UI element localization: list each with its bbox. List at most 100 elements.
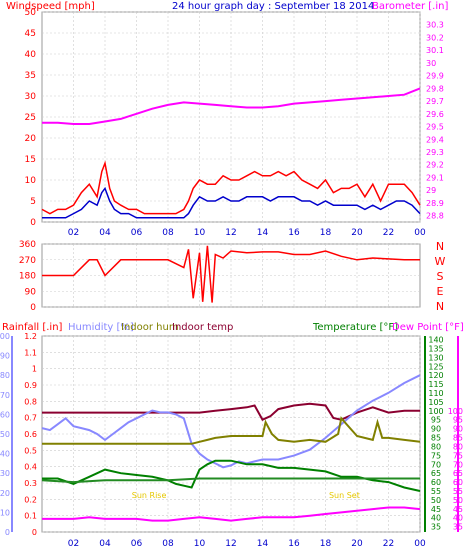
dewpoint-tick-label: 80 bbox=[453, 442, 463, 451]
barometer-tick-label: 29.8 bbox=[426, 84, 444, 93]
barometer-tick-label: 29.6 bbox=[426, 110, 444, 119]
windspeed-ticks: 0 5 10 15 20 25 30 35 40 45 50 bbox=[25, 8, 37, 228]
series-line-rainfall bbox=[42, 506, 421, 522]
x-tick-label: 06 bbox=[131, 228, 143, 238]
bottom-panel-grid bbox=[11, 335, 459, 533]
series-line-wind-direction bbox=[42, 245, 420, 303]
temperature-tick-label: 75 bbox=[431, 451, 441, 460]
dewpoint-tick-label: 100 bbox=[448, 407, 463, 416]
x-tick-label: 16 bbox=[288, 539, 300, 549]
temperature-tick-label: 80 bbox=[431, 442, 441, 451]
compass-label: N bbox=[436, 300, 444, 313]
barometer-axis-label: Barometer [.in] bbox=[372, 1, 448, 12]
humidity-tick-label: 20 bbox=[0, 489, 10, 498]
x-tick-label: 10 bbox=[194, 228, 206, 238]
humidity-tick-label: 80 bbox=[0, 371, 10, 380]
direction-tick-label: 180 bbox=[19, 272, 36, 282]
windspeed-tick-label: 30 bbox=[25, 92, 37, 102]
rain-tick-label: 0.7 bbox=[24, 414, 37, 423]
bottom-x-ticks: 02 04 06 08 10 12 14 16 18 20 22 00 bbox=[68, 539, 426, 549]
rainfall-axis-label: Rainfall [.in] bbox=[2, 322, 63, 333]
x-tick-label: 22 bbox=[383, 228, 394, 238]
compass-label: E bbox=[437, 285, 444, 298]
dewpoint-tick-label: 95 bbox=[453, 416, 463, 425]
humidity-tick-label: 60 bbox=[0, 410, 10, 419]
humidity-tick-label: 40 bbox=[0, 450, 10, 459]
barometer-tick-label: 30 bbox=[426, 59, 436, 68]
dewpoint-tick-label: 55 bbox=[453, 487, 463, 496]
barometer-tick-label: 29.9 bbox=[426, 72, 444, 81]
barometer-tick-label: 29.3 bbox=[426, 148, 444, 157]
direction-tick-label: 270 bbox=[19, 256, 36, 266]
dewpoint-tick-label: 70 bbox=[453, 460, 463, 469]
direction-series bbox=[42, 245, 420, 303]
temperature-tick-label: 130 bbox=[428, 353, 443, 362]
temperature-tick-label: 65 bbox=[431, 469, 441, 478]
sun-event-label: Sun Set bbox=[329, 491, 360, 500]
top-x-ticks: 02 04 06 08 10 12 14 16 18 20 22 00 bbox=[68, 228, 426, 238]
sun-annotations: Sun Rise Sun Set bbox=[132, 491, 360, 500]
x-tick-label: 00 bbox=[414, 539, 426, 549]
dewpoint-tick-label: 75 bbox=[453, 451, 463, 460]
dewpoint-tick-label: 60 bbox=[453, 478, 463, 487]
temperature-tick-label: 115 bbox=[428, 380, 443, 389]
windspeed-tick-label: 35 bbox=[25, 71, 36, 81]
sun-event-label: Sun Rise bbox=[132, 491, 167, 500]
humidity-tick-label: 100 bbox=[0, 332, 10, 341]
compass-label: W bbox=[435, 255, 446, 268]
x-tick-label: 10 bbox=[194, 539, 206, 549]
direction-tick-label: 90 bbox=[25, 287, 37, 297]
series-line-temperature bbox=[42, 459, 421, 492]
rain-tick-label: 1.1 bbox=[24, 348, 37, 357]
x-tick-label: 12 bbox=[225, 539, 236, 549]
windspeed-tick-label: 40 bbox=[25, 50, 37, 60]
rain-tick-label: 0.3 bbox=[24, 479, 37, 488]
windspeed-tick-label: 45 bbox=[25, 29, 36, 39]
x-tick-label: 08 bbox=[162, 228, 174, 238]
dewpoint-tick-label: 65 bbox=[453, 469, 463, 478]
rain-tick-label: 0.5 bbox=[24, 446, 37, 455]
x-tick-label: 02 bbox=[68, 228, 79, 238]
barometer-tick-label: 28.8 bbox=[426, 212, 444, 221]
windspeed-tick-label: 0 bbox=[30, 218, 36, 228]
chart-title: 24 hour graph day : September 18 2014 bbox=[172, 1, 374, 12]
x-tick-label: 12 bbox=[225, 228, 236, 238]
x-tick-label: 18 bbox=[320, 228, 332, 238]
temperature-tick-label: 55 bbox=[431, 487, 441, 496]
barometer-tick-label: 28.9 bbox=[426, 199, 444, 208]
barometer-tick-label: 29.1 bbox=[426, 173, 444, 182]
top-panel-series bbox=[41, 87, 421, 219]
indoor-temp-axis-label: Indoor temp bbox=[172, 322, 233, 333]
humidity-tick-label: 90 bbox=[0, 352, 10, 361]
direction-ticks: 0 90 180 270 360 bbox=[19, 240, 36, 313]
temperature-tick-label: 85 bbox=[431, 434, 441, 443]
windspeed-tick-label: 20 bbox=[25, 134, 37, 144]
barometer-tick-label: 30.3 bbox=[426, 21, 444, 30]
series-line-barometer bbox=[42, 87, 421, 125]
barometer-tick-label: 29.7 bbox=[426, 97, 444, 106]
x-tick-label: 16 bbox=[288, 228, 300, 238]
barometer-ticks: 28.8 28.9 29 29.1 29.2 29.3 29.4 29.5 29.6 29.7 29… bbox=[426, 21, 444, 221]
rain-tick-label: 0.4 bbox=[24, 463, 37, 472]
windspeed-tick-label: 50 bbox=[25, 8, 37, 18]
temperature-tick-label: 45 bbox=[431, 505, 441, 514]
humidity-axis-label: Humidity [%] bbox=[68, 322, 134, 333]
windspeed-tick-label: 10 bbox=[25, 176, 37, 186]
temperature-tick-label: 135 bbox=[428, 344, 443, 353]
temperature-tick-label: 70 bbox=[431, 460, 441, 469]
temperature-tick-label: 50 bbox=[431, 496, 441, 505]
series-line-dew-point bbox=[41, 477, 420, 484]
x-tick-label: 20 bbox=[351, 539, 363, 549]
temperature-tick-label: 60 bbox=[431, 478, 441, 487]
humidity-rain-ticks: 0 10 20 30 40 50 60 70 80 90 100 0 0.1 0.2 0.3 0.4 0.5 0.… bbox=[0, 332, 37, 537]
bottom-panel-series bbox=[41, 374, 421, 522]
x-tick-label: 22 bbox=[383, 539, 394, 549]
barometer-tick-label: 29 bbox=[426, 186, 436, 195]
dewpoint-tick-label: 45 bbox=[453, 505, 463, 514]
windspeed-tick-label: 25 bbox=[25, 113, 36, 123]
humidity-tick-label: 50 bbox=[0, 430, 10, 439]
indoor-hum-axis-label: Indoor hum bbox=[121, 322, 179, 333]
humidity-tick-label: 10 bbox=[0, 508, 10, 517]
